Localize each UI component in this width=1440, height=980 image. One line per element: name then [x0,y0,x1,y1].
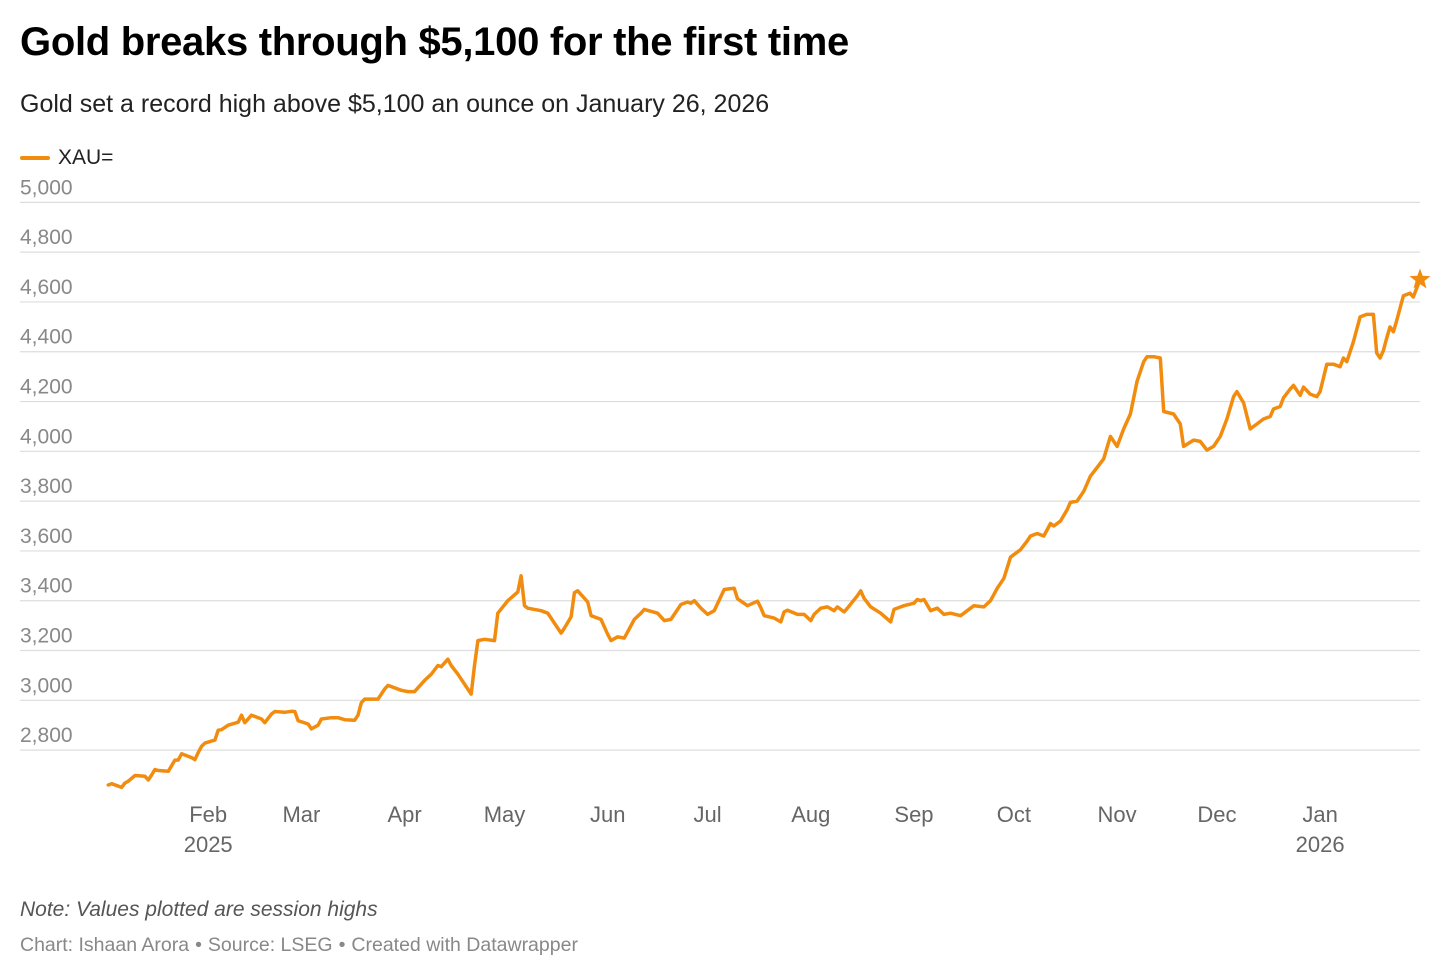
x-tick-label: Dec [1197,802,1236,827]
x-tick-label: Mar [282,802,320,827]
record-high-star-marker [1409,268,1431,289]
x-tick-year-label: 2026 [1296,832,1345,857]
x-tick-label: Oct [997,802,1031,827]
x-tick-label: Apr [387,802,421,827]
footer-credit: Chart: Ishaan Arora [20,934,190,956]
legend-swatch [20,156,50,160]
footer-source: Source: LSEG [207,934,333,956]
x-tick-label: Jan [1302,802,1337,827]
y-tick-label: 3,000 [20,674,73,697]
chart-note: Note: Values plotted are session highs [20,898,378,921]
footer-separator: • [338,934,346,956]
footer-tool: Created with Datawrapper [351,934,578,956]
chart-subtitle: Gold set a record high above $5,100 an o… [20,90,770,118]
x-axis: Feb 2025 Mar Apr May Jun Jul Aug Sep Oct Nov Dec Jan… [184,802,1345,857]
x-tick-label: Jun [590,802,625,827]
chart-title: Gold breaks through $5,100 for the first… [20,20,849,64]
x-tick-label: Sep [894,802,933,827]
series-line-xau [106,277,1422,790]
y-tick-label: 3,600 [20,525,73,548]
y-tick-label: 4,600 [20,276,73,299]
line-chart: 2,800 3,000 3,200 3,400 3,600 3,800 4,000 4,200… [20,176,1431,857]
legend-label: XAU= [58,146,114,169]
x-tick-label: Aug [791,802,830,827]
y-tick-label: 3,800 [20,475,73,498]
series-layer [106,268,1431,790]
y-tick-label: 4,000 [20,425,73,448]
x-tick-label: Jul [694,802,722,827]
y-tick-label: 2,800 [20,724,73,747]
x-tick-label: Nov [1097,802,1136,827]
chart-footer: Chart: Ishaan Arora • Source: LSEG • Cre… [20,934,578,957]
x-tick-label: May [484,802,526,827]
gridlines [20,201,1420,751]
footer-separator: • [195,934,202,956]
x-tick-year-label: 2025 [184,832,233,857]
y-tick-label: 3,200 [20,625,73,648]
y-tick-label: 4,800 [20,226,73,249]
x-tick-label: Feb [189,802,227,827]
y-axis: 2,800 3,000 3,200 3,400 3,600 3,800 4,000 4,200… [20,176,73,747]
y-tick-label: 3,400 [20,575,73,598]
y-tick-label: 4,400 [20,326,73,349]
y-tick-label: 5,000 [20,176,73,199]
legend: XAU= [20,146,113,170]
y-tick-label: 4,200 [20,376,73,399]
